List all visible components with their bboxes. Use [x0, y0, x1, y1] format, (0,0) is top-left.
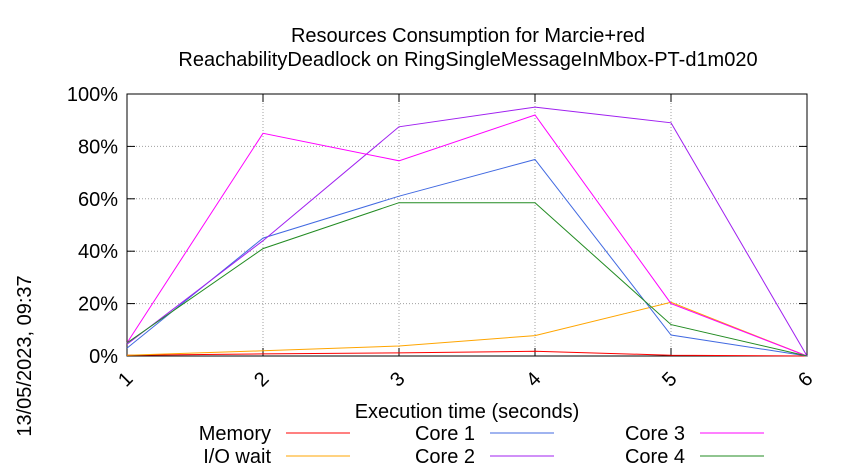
- y-tick-label: 20%: [78, 294, 118, 316]
- legend-label-i-o-wait: I/O wait: [203, 446, 271, 468]
- x-tick-label: 1: [114, 368, 137, 391]
- series-line-i-o-wait: [126, 301, 808, 357]
- series-line-core-1: [126, 158, 808, 357]
- series-line-memory: [126, 350, 808, 357]
- y-tick-label: 60%: [78, 189, 118, 211]
- x-tick-label: 3: [386, 368, 409, 391]
- legend-label-core-4: Core 4: [625, 446, 685, 468]
- legend-label-memory: Memory: [199, 423, 271, 445]
- y-tick-label: 80%: [78, 136, 118, 158]
- plot-frame: [126, 93, 808, 357]
- series-line-core-4: [126, 202, 808, 357]
- series-lines: [126, 106, 808, 357]
- legend-label-core-3: Core 3: [625, 423, 685, 445]
- chart-subtitle: ReachabilityDeadlock on RingSingleMessag…: [178, 49, 757, 71]
- x-tick-label: 2: [250, 368, 273, 391]
- y-tick-label: 40%: [78, 241, 118, 263]
- y-tick-label: 0%: [89, 346, 118, 368]
- y-tick-label: 100%: [67, 84, 118, 106]
- legend-label-core-2: Core 2: [415, 446, 475, 468]
- grid: [127, 94, 807, 356]
- chart-title: Resources Consumption for Marcie+red: [291, 25, 645, 47]
- y-axis: 0% 20% 40% 60% 80% 100%: [67, 84, 807, 368]
- series-line-core-2: [126, 106, 808, 357]
- x-tick-label: 6: [794, 368, 817, 391]
- x-axis-label: Execution time (seconds): [355, 401, 580, 423]
- timestamp: 13/05/2023, 09:37: [14, 275, 36, 436]
- series-line-core-3: [126, 114, 808, 357]
- x-tick-label: 5: [658, 368, 681, 391]
- legend-label-core-1: Core 1: [415, 423, 475, 445]
- x-tick-label: 4: [522, 368, 545, 391]
